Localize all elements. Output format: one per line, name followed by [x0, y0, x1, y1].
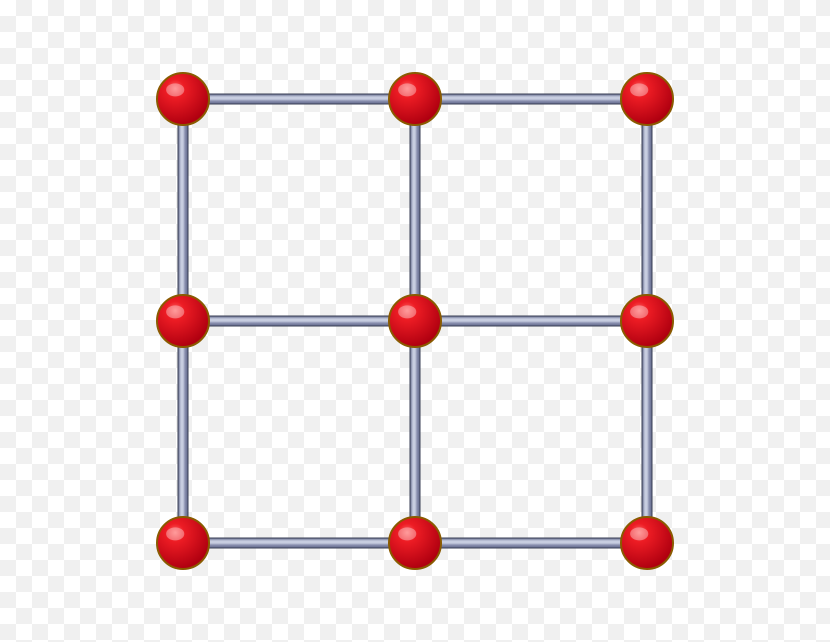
- lattice-edge: [642, 321, 652, 543]
- lattice-svg: [0, 0, 830, 642]
- lattice-edge: [415, 316, 647, 326]
- lattice-edge: [410, 99, 420, 321]
- lattice-node: [389, 517, 441, 569]
- lattice-edge: [183, 94, 415, 104]
- lattice-node: [621, 295, 673, 347]
- lattice-edge: [178, 321, 188, 543]
- lattice-edge: [642, 99, 652, 321]
- lattice-node: [389, 295, 441, 347]
- lattice-node: [157, 517, 209, 569]
- lattice-edge: [410, 321, 420, 543]
- lattice-node: [621, 73, 673, 125]
- lattice-edge: [415, 94, 647, 104]
- lattice-edge: [183, 538, 415, 548]
- lattice-edge: [183, 316, 415, 326]
- lattice-node: [157, 73, 209, 125]
- lattice-node: [157, 295, 209, 347]
- lattice-edge: [415, 538, 647, 548]
- lattice-node: [621, 517, 673, 569]
- lattice-edge: [178, 99, 188, 321]
- diagram-canvas: [0, 0, 830, 642]
- lattice-node: [389, 73, 441, 125]
